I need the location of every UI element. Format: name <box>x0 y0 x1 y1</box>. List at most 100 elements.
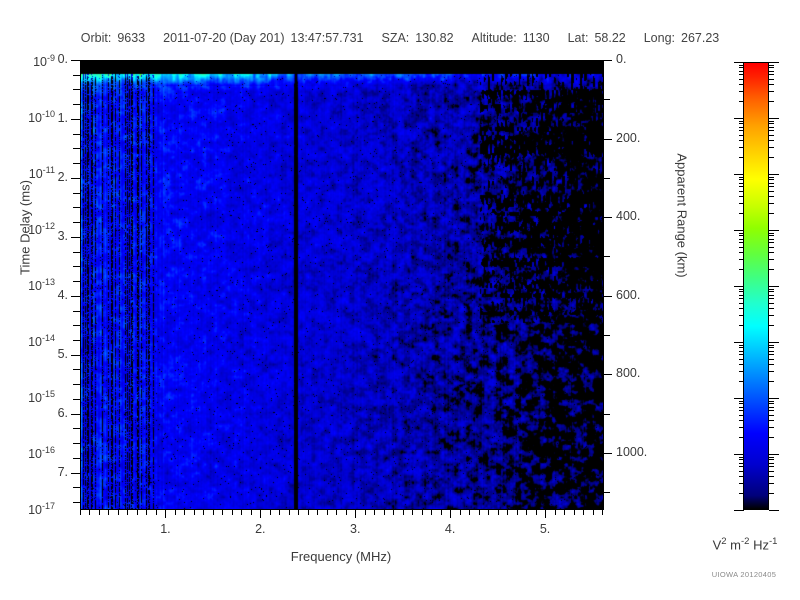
time-delay-minor-tick <box>73 502 80 503</box>
colorbar-minor-tick <box>739 325 744 326</box>
longitude-value: 267.23 <box>681 31 720 45</box>
apparent-range-minor-tick <box>603 256 610 257</box>
time-delay-minor-tick <box>73 458 80 459</box>
frequency-minor-tick <box>222 509 223 515</box>
frequency-minor-tick <box>327 509 328 515</box>
time-delay-minor-tick <box>73 163 80 164</box>
colorbar-minor-tick <box>739 183 744 184</box>
colorbar-minor-tick <box>769 437 774 438</box>
colorbar-tick-mantissa: 10 <box>28 111 42 126</box>
colorbar-minor-tick <box>739 427 744 428</box>
time-delay-axis: 0. 1. 2. 3. 4. 5. 6. 7. <box>0 0 80 600</box>
colorbar-tick-label: 10-17 <box>28 501 55 517</box>
colorbar-minor-tick <box>739 74 744 75</box>
frequency-tick-label: 4. <box>444 522 456 536</box>
frequency-minor-tick <box>175 509 176 515</box>
colorbar-minor-tick <box>769 345 774 346</box>
colorbar-minor-tick <box>739 101 744 102</box>
time-delay-tick-label: 3. <box>57 228 68 243</box>
colorbar-minor-tick <box>739 315 744 316</box>
frequency-minor-tick <box>194 509 195 515</box>
colorbar-minor-tick <box>769 203 774 204</box>
radargram-heatmap <box>81 61 603 509</box>
colorbar-tick-exponent: -17 <box>41 501 55 511</box>
colorbar-minor-tick <box>769 427 774 428</box>
time-delay-major-tick <box>71 60 80 61</box>
frequency-axis: Frequency (MHz) 1. 2. 3. 4. 5. <box>0 509 800 569</box>
colorbar-minor-tick <box>769 183 774 184</box>
colorbar-minor-tick <box>739 463 744 464</box>
colorbar-minor-tick <box>739 79 744 80</box>
colorbar-tick-mantissa: 10 <box>33 55 47 70</box>
colorbar-major-tick <box>769 398 779 399</box>
frequency-minor-tick <box>184 509 185 515</box>
time-delay-minor-tick <box>73 148 80 149</box>
colorbar-minor-tick <box>769 147 774 148</box>
colorbar-minor-tick <box>769 354 774 355</box>
ionogram-plot-area[interactable] <box>80 60 604 510</box>
colorbar-minor-tick <box>739 121 744 122</box>
frequency-minor-tick <box>336 509 337 515</box>
colorbar-minor-tick <box>739 147 744 148</box>
time-delay-major-tick <box>71 414 80 415</box>
colorbar-minor-tick <box>769 91 774 92</box>
colorbar-major-tick <box>769 286 779 287</box>
frequency-minor-tick <box>488 509 489 515</box>
frequency-minor-tick <box>146 509 147 515</box>
colorbar-minor-tick <box>769 401 774 402</box>
frequency-tick-label: 1. <box>160 522 171 536</box>
colorbar-tick-mantissa: 10 <box>28 447 42 462</box>
time-delay-minor-tick <box>73 222 80 223</box>
time-delay-minor-tick <box>73 266 80 267</box>
apparent-range-tick-label: 800. <box>616 366 641 381</box>
colorbar-minor-tick <box>769 325 774 326</box>
frequency-minor-tick <box>526 509 527 515</box>
apparent-range-major-tick <box>603 296 612 297</box>
colorbar-tick-mantissa: 10 <box>28 391 42 406</box>
colorbar-tick-label: 10-14 <box>28 333 55 349</box>
apparent-range-minor-tick <box>603 335 610 336</box>
frequency-minor-tick <box>118 509 119 515</box>
colorbar-major-tick <box>734 118 744 119</box>
colorbar-minor-tick <box>769 135 774 136</box>
colorbar-minor-tick <box>739 303 744 304</box>
colorbar-minor-tick <box>769 252 774 253</box>
apparent-range-major-tick <box>603 217 612 218</box>
frequency-minor-tick <box>365 509 366 515</box>
colorbar-minor-tick <box>739 127 744 128</box>
apparent-range-major-tick <box>603 453 612 454</box>
sza-value: 130.82 <box>415 31 454 45</box>
colorbar-minor-tick <box>739 483 744 484</box>
time-delay-tick-label: 5. <box>57 346 68 361</box>
colorbar-minor-tick <box>739 71 744 72</box>
frequency-major-tick <box>450 509 451 518</box>
time-delay-minor-tick <box>73 428 80 429</box>
colorbar-minor-tick <box>739 347 744 348</box>
latitude-label: Lat: <box>567 31 589 45</box>
colorbar-minor-tick <box>769 291 774 292</box>
colorbar-minor-tick <box>769 308 774 309</box>
time-delay-minor-tick <box>73 252 80 253</box>
colorbar-minor-tick <box>739 403 744 404</box>
colorbar-major-tick <box>769 118 779 119</box>
time-delay-major-tick <box>71 473 80 474</box>
frequency-minor-tick <box>308 509 309 515</box>
colorbar-tick-exponent: -14 <box>41 333 55 343</box>
unit-m: m <box>726 537 741 553</box>
colorbar-minor-tick <box>769 371 774 372</box>
colorbar-minor-tick <box>739 269 744 270</box>
colorbar-tick-exponent: -9 <box>46 53 55 63</box>
frequency-minor-tick <box>593 509 594 515</box>
colorbar-tick-label: 10-13 <box>28 277 55 293</box>
colorbar-minor-tick <box>769 67 774 68</box>
colorbar[interactable] <box>734 62 779 511</box>
colorbar-major-tick <box>734 454 744 455</box>
frequency-minor-tick <box>374 509 375 515</box>
frequency-tick-label: 5. <box>539 522 551 536</box>
colorbar-minor-tick <box>769 239 774 240</box>
time-delay-tick-label: 4. <box>57 287 68 302</box>
orbit-label: Orbit: <box>80 31 112 45</box>
colorbar-minor-tick <box>769 351 774 352</box>
colorbar-gradient <box>743 62 769 510</box>
colorbar-major-tick <box>734 230 744 231</box>
